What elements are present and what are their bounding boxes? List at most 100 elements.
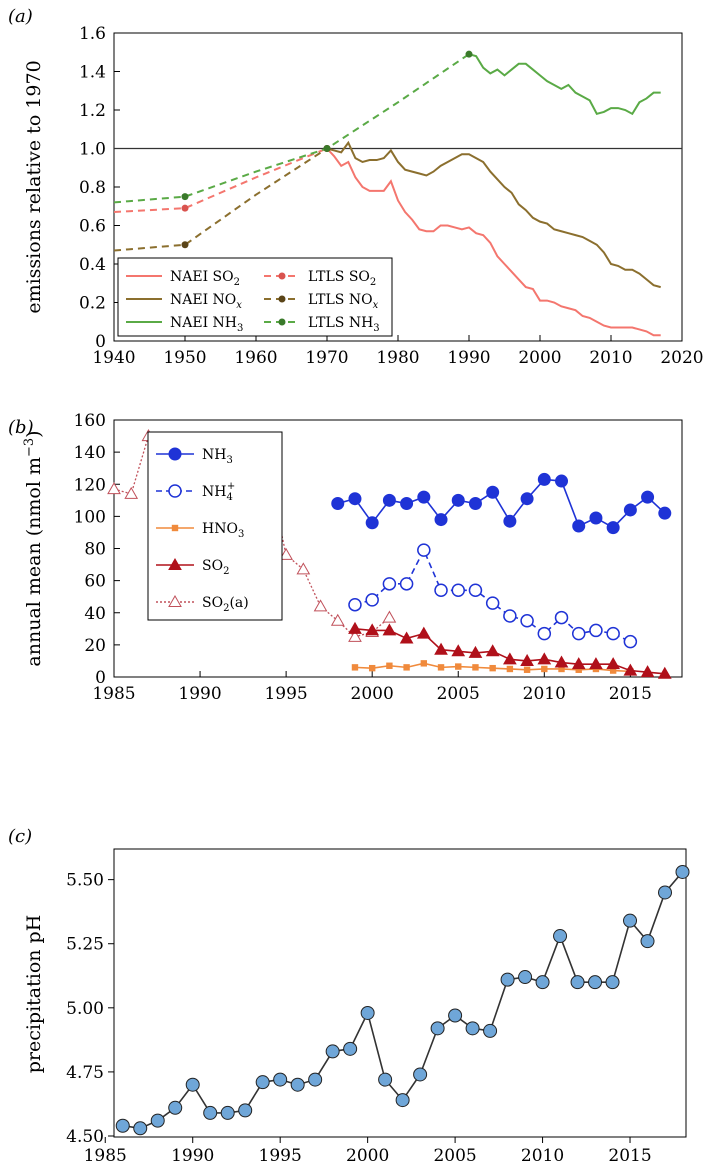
legend-frame	[117, 257, 393, 337]
series-marker	[657, 666, 672, 679]
series-marker	[483, 1023, 498, 1038]
series-marker	[518, 970, 533, 985]
panel-b-ytick-label: 80	[84, 540, 106, 560]
series-marker	[343, 1041, 358, 1056]
panel-b-xtick-label: 2000	[351, 684, 394, 704]
panel-a-xtick-label: 2010	[589, 348, 632, 368]
panel-b-ytick-label: 40	[84, 604, 106, 624]
series-marker	[434, 642, 448, 655]
series-marker	[290, 1077, 305, 1092]
legend-marker	[168, 557, 182, 570]
series-marker	[468, 583, 483, 598]
series-marker	[133, 1121, 148, 1136]
series-marker	[203, 1105, 218, 1120]
legend-label: NAEI SO2	[170, 269, 240, 288]
series-marker	[368, 664, 376, 672]
legend-marker	[168, 484, 182, 498]
legend-label: LTLS NOx	[308, 292, 379, 311]
panel-a-xtick-label: 1960	[234, 348, 277, 368]
series-marker	[558, 665, 565, 673]
legend-marker	[278, 295, 286, 303]
panel-c-xtick-label: 2010	[521, 1146, 564, 1166]
series-marker	[323, 145, 331, 152]
panel-a-ytick-label: 1.4	[79, 63, 106, 83]
series-marker	[609, 667, 617, 674]
series-marker	[640, 665, 655, 678]
panel-b-ytick-label: 0	[95, 668, 106, 688]
series-marker	[520, 492, 534, 506]
series-marker	[399, 577, 414, 591]
series-line	[326, 147, 661, 337]
series-marker	[489, 664, 496, 672]
series-marker	[520, 653, 534, 666]
series-marker	[485, 596, 500, 610]
series-marker	[365, 623, 380, 636]
series-marker	[588, 975, 603, 990]
series-marker	[623, 503, 637, 517]
series-marker	[382, 610, 397, 623]
panel-c-label: (c)	[8, 826, 32, 847]
series-marker	[553, 929, 568, 944]
series-marker	[360, 1005, 375, 1020]
panel-a-xtick-label: 1980	[376, 348, 419, 368]
series-marker	[506, 665, 514, 673]
series-marker	[434, 583, 448, 598]
series-marker	[658, 506, 672, 520]
series-marker	[451, 583, 465, 598]
series-marker	[395, 1093, 410, 1108]
series-marker	[472, 664, 479, 671]
panel-a-ytick-label: 0.8	[79, 178, 106, 198]
legend-label: LTLS NH3	[308, 315, 380, 334]
panel-c-xtick-label: 1990	[171, 1146, 214, 1166]
series-marker	[575, 666, 582, 673]
series-marker	[537, 652, 552, 665]
series-marker	[555, 474, 569, 488]
series-marker	[589, 511, 603, 525]
series-marker	[331, 497, 345, 511]
panel-c-xtick-label: 2000	[346, 1146, 389, 1166]
panel-b-ytick-label: 160	[74, 411, 106, 431]
panel-a-xtick-label: 2020	[660, 348, 703, 368]
panel-b-xtick-label: 2015	[609, 684, 652, 704]
panel-b-chart: 1985 1990 1995 2000 2005 2010 2015 0 20 40 60 80 100…	[22, 411, 683, 704]
series-marker	[220, 1105, 235, 1120]
series-marker	[658, 885, 673, 900]
series-line	[468, 53, 661, 116]
series-marker	[468, 497, 482, 511]
series-marker	[403, 664, 410, 671]
panel-a-xtick-label: 1940	[92, 348, 135, 368]
panel-a-ytick-label: 0.4	[79, 255, 106, 275]
series-marker	[451, 644, 466, 657]
series-marker	[378, 1072, 393, 1087]
series-marker	[382, 493, 396, 507]
series-marker	[451, 493, 465, 507]
series-marker	[434, 513, 448, 527]
series-marker	[255, 1075, 270, 1090]
legend-label: NH4+	[202, 481, 235, 503]
panel-a-ytick-label: 0.6	[79, 217, 106, 237]
series-marker	[115, 1118, 130, 1133]
series-marker	[641, 490, 655, 504]
panel-a-ytick-label: 1.0	[79, 140, 106, 160]
series-marker	[572, 519, 586, 533]
panel-b-ytick-label: 120	[74, 475, 106, 495]
panel-c-y-axis-label: precipitation pH	[23, 915, 45, 1074]
series-marker	[606, 521, 620, 535]
series-marker	[623, 634, 638, 649]
series-marker	[185, 1077, 200, 1092]
series-marker	[589, 623, 603, 638]
legend-label: NAEI NOx	[170, 292, 242, 311]
series-marker	[520, 614, 534, 628]
panel-c-ytick-label: 5.50	[66, 871, 104, 891]
series-marker	[606, 657, 621, 670]
panel-c-xtick-label: 2015	[608, 1146, 651, 1166]
series-line	[113, 53, 470, 204]
series-marker	[589, 657, 603, 670]
panel-b-xtick-label: 1995	[264, 684, 307, 704]
legend-label: NH3	[202, 447, 233, 466]
series-marker	[296, 562, 311, 575]
panel-a-xtick-label: 1970	[305, 348, 348, 368]
series-marker	[181, 193, 189, 201]
panel-b-ytick-label: 100	[74, 507, 106, 527]
series-marker	[399, 631, 414, 644]
